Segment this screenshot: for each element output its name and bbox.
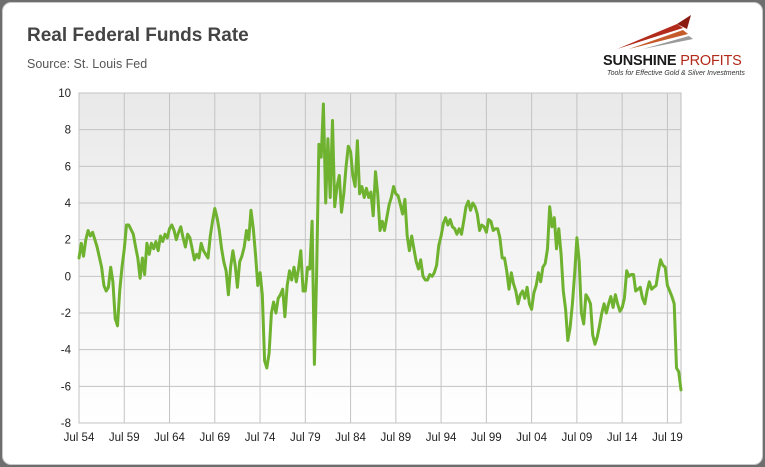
x-tick-label: Jul 19	[652, 432, 683, 444]
y-tick-label: 4	[65, 198, 72, 210]
logo-name-part2: PROFITS	[680, 53, 742, 69]
x-tick-label: Jul 14	[607, 432, 638, 444]
x-tick-label: Jul 59	[109, 432, 140, 444]
chart-series-group	[77, 102, 683, 392]
x-tick-label: Jul 69	[199, 432, 230, 444]
x-tick-label: Jul 64	[154, 432, 185, 444]
y-tick-label: 6	[65, 161, 71, 173]
x-tick-label: Jul 84	[335, 432, 366, 444]
x-axis: Jul 54 Jul 59 Jul 64 Jul 69 Jul 74 Jul 79 Jul …	[64, 432, 683, 444]
x-tick-label: Jul 89	[380, 432, 411, 444]
line-chart: -8 -6 -4 -2 0 2 4 6 8 10 Jul 54 Jul 59 Jul 64 Jul 69…	[58, 88, 683, 444]
logo-wordmark: SUNSHINE PROFITS	[603, 53, 742, 69]
x-tick-label: Jul 54	[64, 432, 95, 444]
y-tick-label: -6	[61, 381, 71, 393]
y-tick-label: -4	[61, 345, 72, 357]
y-tick-label: 0	[65, 271, 71, 283]
logo-name-part1: SUNSHINE	[603, 53, 677, 69]
y-axis: -8 -6 -4 -2 0 2 4 6 8 10	[58, 88, 71, 430]
chart-title: Real Federal Funds Rate	[27, 25, 249, 46]
x-tick-label: Jul 79	[290, 432, 321, 444]
x-tick-label: Jul 94	[426, 432, 457, 444]
logo-tagline: Tools for Effective Gold & Silver Invest…	[607, 70, 745, 77]
y-tick-label: 8	[65, 125, 71, 137]
y-tick-label: 10	[58, 88, 71, 100]
x-tick-label: Jul 74	[245, 432, 276, 444]
plot-area	[78, 92, 682, 424]
chart-grid	[78, 92, 681, 424]
y-tick-label: 2	[65, 235, 71, 247]
series-line	[77, 102, 683, 392]
x-tick-label: Jul 09	[562, 432, 593, 444]
sunshine-profits-logo-mark-icon	[617, 15, 693, 49]
x-tick-label: Jul 99	[471, 432, 502, 444]
chart-subtitle: Source: St. Louis Fed	[27, 57, 148, 71]
x-tick-label: Jul 04	[516, 432, 547, 444]
y-tick-label: -8	[61, 418, 71, 430]
sunshine-profits-logo: SUNSHINE PROFITS Tools for Effective Gol…	[599, 15, 759, 81]
y-tick-label: -2	[61, 308, 71, 320]
